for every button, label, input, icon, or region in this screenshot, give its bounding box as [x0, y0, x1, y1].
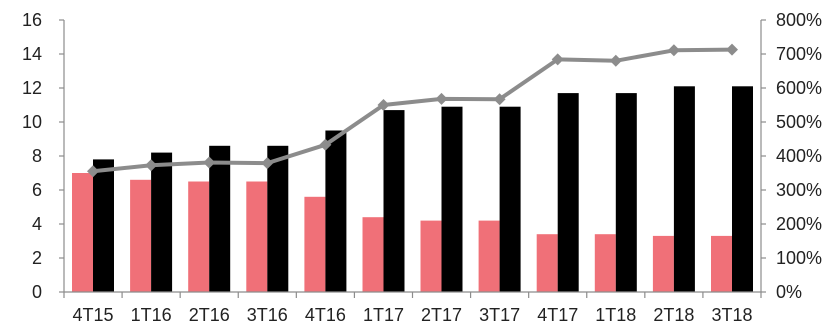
bar-series2-2T17 — [441, 106, 463, 292]
left-y-tick-label: 14 — [22, 44, 42, 64]
bar-series1-3T18 — [711, 235, 732, 292]
line-marker-2T18 — [667, 44, 680, 57]
bar-series2-1T17 — [383, 110, 405, 292]
line-marker-4T16 — [319, 138, 332, 151]
bar-series1-4T16 — [304, 196, 326, 292]
right-y-tick-label: 0% — [776, 282, 802, 302]
bar-series1-1T18 — [594, 234, 616, 292]
bar-series2-4T16 — [325, 130, 347, 292]
x-tick-label: 4T15 — [73, 305, 114, 325]
bar-series2-1T16 — [151, 152, 173, 292]
bar-series1-1T16 — [130, 179, 152, 292]
x-tick-label: 1T17 — [363, 305, 404, 325]
left-y-tick-label: 8 — [32, 146, 42, 166]
x-tick-label: 3T17 — [479, 305, 520, 325]
bar-series2-3T18 — [732, 86, 753, 292]
right-y-tick-label: 800% — [776, 10, 822, 30]
line-marker-4T17 — [551, 53, 564, 66]
bar-series2-2T16 — [209, 145, 231, 292]
bar-series1-4T17 — [536, 234, 558, 292]
left-y-tick-label: 0 — [32, 282, 42, 302]
axes-layer — [59, 19, 766, 298]
x-tick-label: 3T18 — [711, 305, 752, 325]
line-marker-4T15 — [87, 165, 99, 178]
line-marker-1T17 — [377, 99, 390, 111]
x-tick-label: 4T16 — [305, 305, 346, 325]
right-y-tick-label: 200% — [776, 214, 822, 234]
labels-layer: 0 2 4 6 8 10 12 14 16 0% 100% 200% 300% 400% 500% 600% 7… — [22, 10, 822, 325]
x-tick-label: 1T16 — [131, 305, 172, 325]
bar-series1-2T18 — [652, 235, 674, 292]
bar-series1-2T16 — [188, 181, 210, 292]
left-y-tick-label: 16 — [22, 10, 42, 30]
x-tick-label: 2T17 — [421, 305, 462, 325]
bar-series2-3T17 — [499, 106, 521, 292]
line-marker-2T16 — [203, 156, 216, 169]
right-y-tick-label: 500% — [776, 112, 822, 132]
line-marker-2T17 — [435, 92, 448, 105]
bars-layer — [72, 86, 753, 292]
bar-series1-4T15 — [72, 173, 93, 292]
bar-series2-4T17 — [557, 93, 579, 292]
line-marker-1T18 — [609, 54, 622, 67]
line-layer — [87, 43, 738, 178]
right-y-tick-label: 400% — [776, 146, 822, 166]
bar-series2-3T16 — [267, 145, 289, 292]
bar-series1-1T17 — [362, 217, 384, 292]
left-y-tick-label: 12 — [22, 78, 42, 98]
right-y-tick-label: 300% — [776, 180, 822, 200]
bar-series2-2T18 — [673, 86, 695, 292]
line-marker-3T17 — [493, 93, 506, 106]
bar-series2-1T18 — [615, 93, 637, 292]
right-y-tick-label: 700% — [776, 44, 822, 64]
line-series-1 — [91, 47, 734, 174]
bar-series1-3T16 — [246, 181, 268, 292]
x-tick-label: 1T18 — [595, 305, 636, 325]
right-y-tick-label: 600% — [776, 78, 822, 98]
x-tick-label: 4T17 — [537, 305, 578, 325]
bar-series1-3T17 — [478, 220, 500, 292]
line-marker-3T18 — [726, 43, 738, 56]
x-tick-label: 2T18 — [653, 305, 694, 325]
left-y-tick-label: 4 — [32, 214, 42, 234]
x-tick-label: 3T16 — [247, 305, 288, 325]
right-y-tick-label: 100% — [776, 248, 822, 268]
left-y-tick-label: 2 — [32, 248, 42, 268]
left-y-tick-label: 6 — [32, 180, 42, 200]
x-tick-label: 2T16 — [189, 305, 230, 325]
line-marker-3T16 — [261, 157, 274, 170]
left-y-tick-label: 10 — [22, 112, 42, 132]
bar-series1-2T17 — [420, 220, 442, 292]
bar-series2-4T15 — [93, 159, 114, 292]
line-marker-1T16 — [145, 159, 158, 172]
